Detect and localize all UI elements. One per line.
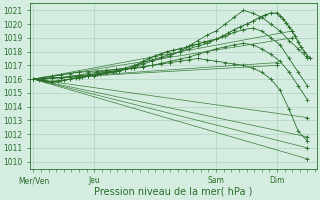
X-axis label: Pression niveau de la mer( hPa ): Pression niveau de la mer( hPa ) — [94, 187, 252, 197]
